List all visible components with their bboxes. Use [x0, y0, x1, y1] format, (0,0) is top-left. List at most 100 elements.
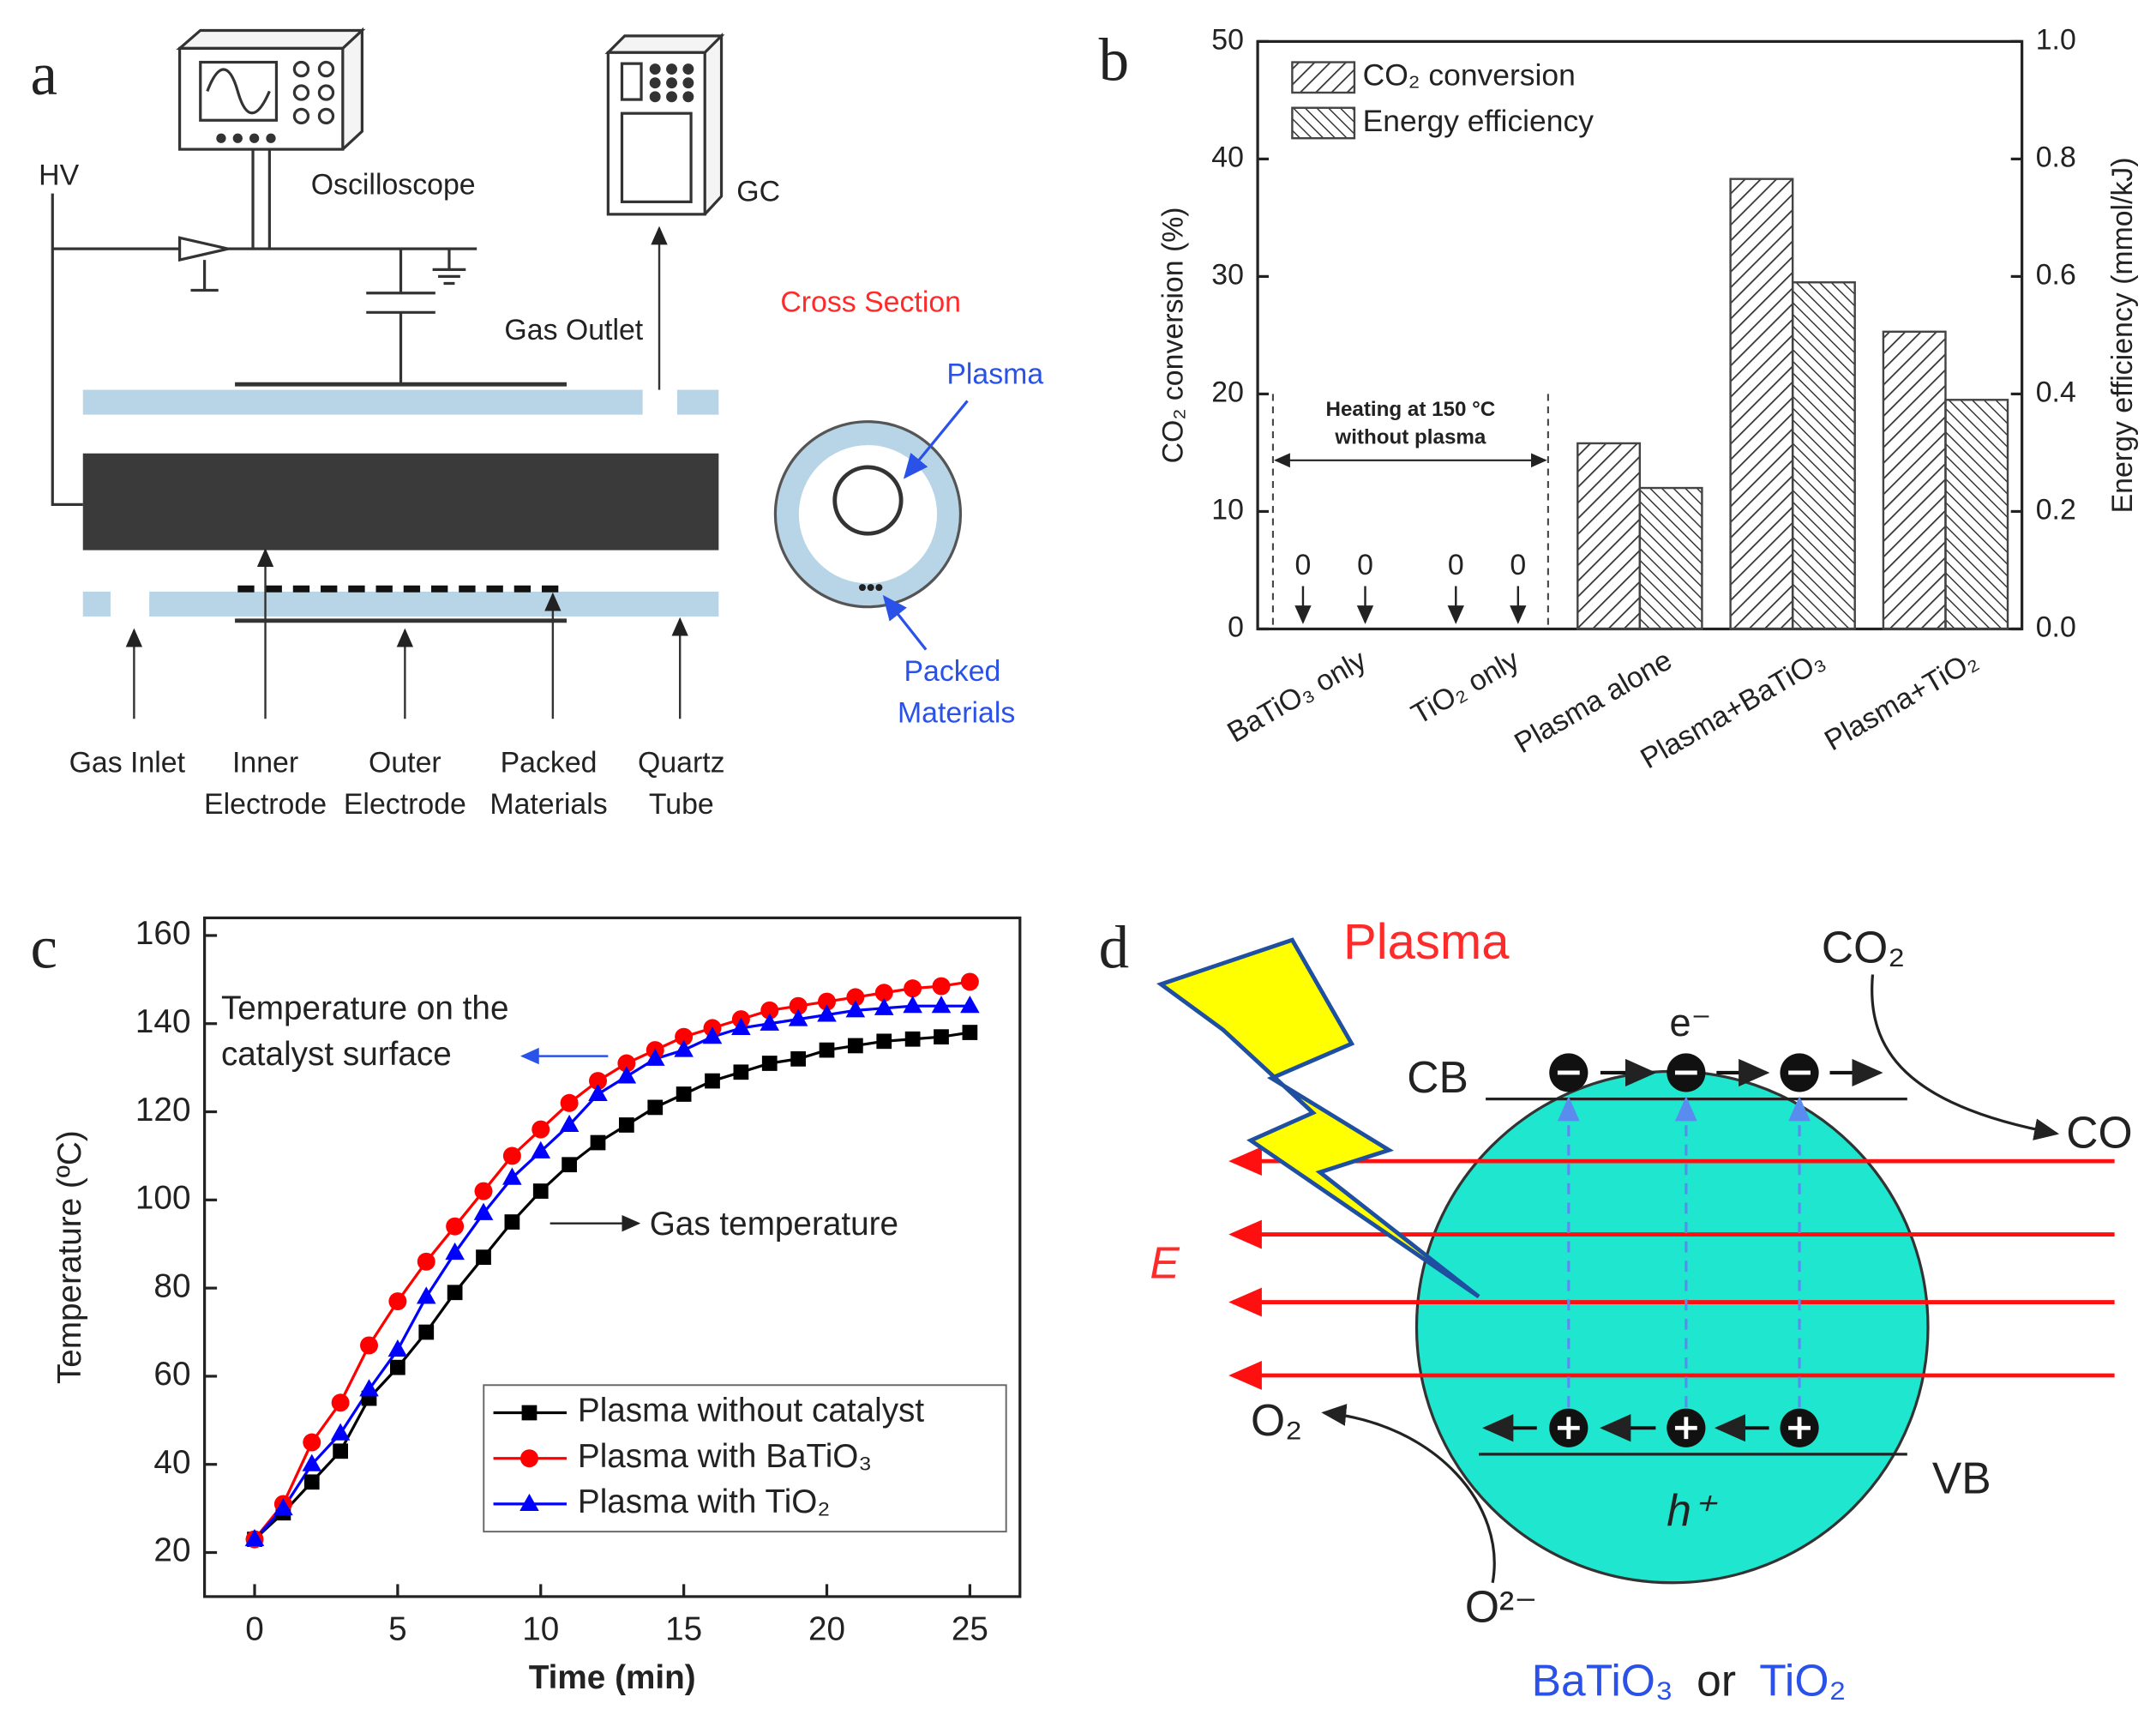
- oscilloscope-screen: [199, 60, 279, 122]
- y2-tick-label: 0.0: [2036, 611, 2076, 643]
- y2-tick-label: 0.2: [2036, 493, 2076, 526]
- label-line: Electrode: [344, 788, 466, 821]
- marker: [519, 1493, 539, 1511]
- y-tick-label: 120: [135, 1092, 191, 1128]
- label: Quartz Tube: [638, 746, 725, 820]
- label: Inner Electrode: [204, 746, 327, 820]
- holes: [1549, 1408, 1819, 1447]
- marker: [818, 992, 836, 1011]
- marker: [532, 1183, 549, 1199]
- panel-a: [51, 27, 969, 719]
- label-line: Packed: [501, 746, 598, 779]
- marker: [619, 1117, 634, 1133]
- marker: [359, 1379, 379, 1397]
- marker: [962, 1025, 978, 1040]
- marker: [590, 1134, 606, 1151]
- marker: [387, 1339, 408, 1357]
- y-tick-label: 30: [1211, 258, 1244, 291]
- y-tick-label: 10: [1211, 493, 1244, 526]
- label-line: Inner: [232, 746, 298, 779]
- marker: [705, 1073, 720, 1089]
- electrons: [1549, 1053, 1819, 1092]
- excitation: [1557, 1096, 1811, 1408]
- label: Packed Materials: [489, 746, 607, 820]
- gc-buttons: [649, 63, 694, 103]
- label: Packed Materials: [898, 655, 1015, 729]
- label-line: Tube: [649, 788, 714, 821]
- label: h⁺: [1667, 1485, 1718, 1535]
- marker: [303, 1474, 320, 1490]
- marker: [874, 984, 893, 1002]
- label: HV: [39, 159, 79, 191]
- gc-display: [620, 62, 643, 101]
- marker: [417, 1252, 435, 1271]
- y-tick-label: 60: [153, 1356, 190, 1393]
- x-tick-label: 10: [522, 1610, 559, 1647]
- quartz-tube: [82, 389, 643, 415]
- marker: [761, 1056, 778, 1071]
- marker: [960, 996, 980, 1014]
- label: GC: [736, 176, 780, 208]
- quartz-tube: [676, 389, 719, 415]
- oscilloscope-front: [177, 46, 345, 151]
- marker: [333, 1443, 349, 1459]
- quartz-tube: [82, 591, 111, 617]
- x-tick-label: 5: [388, 1610, 407, 1647]
- panel-d-labels: Plasma CO₂ CB e⁻ CO E O₂ VB h⁺ O²⁻ BaTiO…: [1150, 914, 2132, 1705]
- marker: [418, 1324, 435, 1340]
- x-tick-label: TiO₂ only: [1406, 644, 1524, 731]
- label: VB: [1932, 1453, 1991, 1503]
- marker: [504, 1214, 520, 1230]
- marker: [390, 1359, 405, 1375]
- marker: [819, 1042, 835, 1058]
- label-part: BaTiO₃: [1532, 1655, 1673, 1705]
- marker: [904, 979, 922, 998]
- label-line: Quartz: [638, 746, 725, 779]
- charge-arrows: [1482, 1058, 1883, 1442]
- marker: [476, 1249, 491, 1266]
- marker: [645, 1048, 665, 1066]
- marker: [446, 1217, 465, 1236]
- marker: [790, 1051, 806, 1067]
- value-label: 0: [1510, 549, 1526, 581]
- marker: [934, 1029, 949, 1045]
- marker: [588, 1083, 608, 1102]
- marker: [560, 1093, 579, 1112]
- marker: [817, 1004, 837, 1022]
- marker: [874, 997, 894, 1015]
- label: CO: [2066, 1108, 2132, 1158]
- label-line: Packed: [904, 655, 1000, 688]
- y-tick-label: 100: [135, 1180, 191, 1217]
- reaction-arrow: [1321, 1404, 1496, 1584]
- gc-door: [620, 111, 693, 203]
- label: Outer Electrode: [344, 746, 466, 820]
- marker: [876, 1033, 892, 1050]
- probe: [177, 236, 229, 262]
- marker: [676, 1086, 692, 1102]
- y-axis-label: Temperature (ºC): [51, 1130, 88, 1384]
- annotation: Heating at 150 °C: [1326, 398, 1496, 421]
- marker: [760, 1001, 779, 1020]
- ground: [432, 249, 466, 286]
- y-tick-label: 40: [1211, 141, 1244, 173]
- value-label: 0: [1357, 549, 1373, 581]
- label: Gas Outlet: [504, 314, 643, 346]
- bar: [1791, 281, 1856, 630]
- x-tick-label: 20: [808, 1610, 845, 1647]
- bottom-labels: Gas Inlet Inner Electrode Outer Electrode Pac…: [69, 746, 725, 820]
- panel-label: d: [1099, 915, 1129, 982]
- packed-dots: [858, 584, 883, 592]
- ground: [190, 260, 219, 292]
- marker: [531, 1120, 550, 1139]
- material-label: BaTiO₃ or TiO₂: [1532, 1655, 1847, 1705]
- marker: [789, 996, 808, 1015]
- annotation: without plasma: [1334, 425, 1486, 448]
- marker: [617, 1054, 636, 1073]
- label-part: TiO₂: [1759, 1655, 1846, 1705]
- marker: [521, 1405, 537, 1421]
- panel-label: a: [30, 41, 57, 108]
- y-tick-label: 0: [1228, 611, 1244, 643]
- reaction-arrow: [1871, 974, 2060, 1140]
- panel-a-labels: HV Oscilloscope GC Gas Outlet Cross Sect…: [39, 159, 1043, 820]
- marker: [848, 1038, 863, 1054]
